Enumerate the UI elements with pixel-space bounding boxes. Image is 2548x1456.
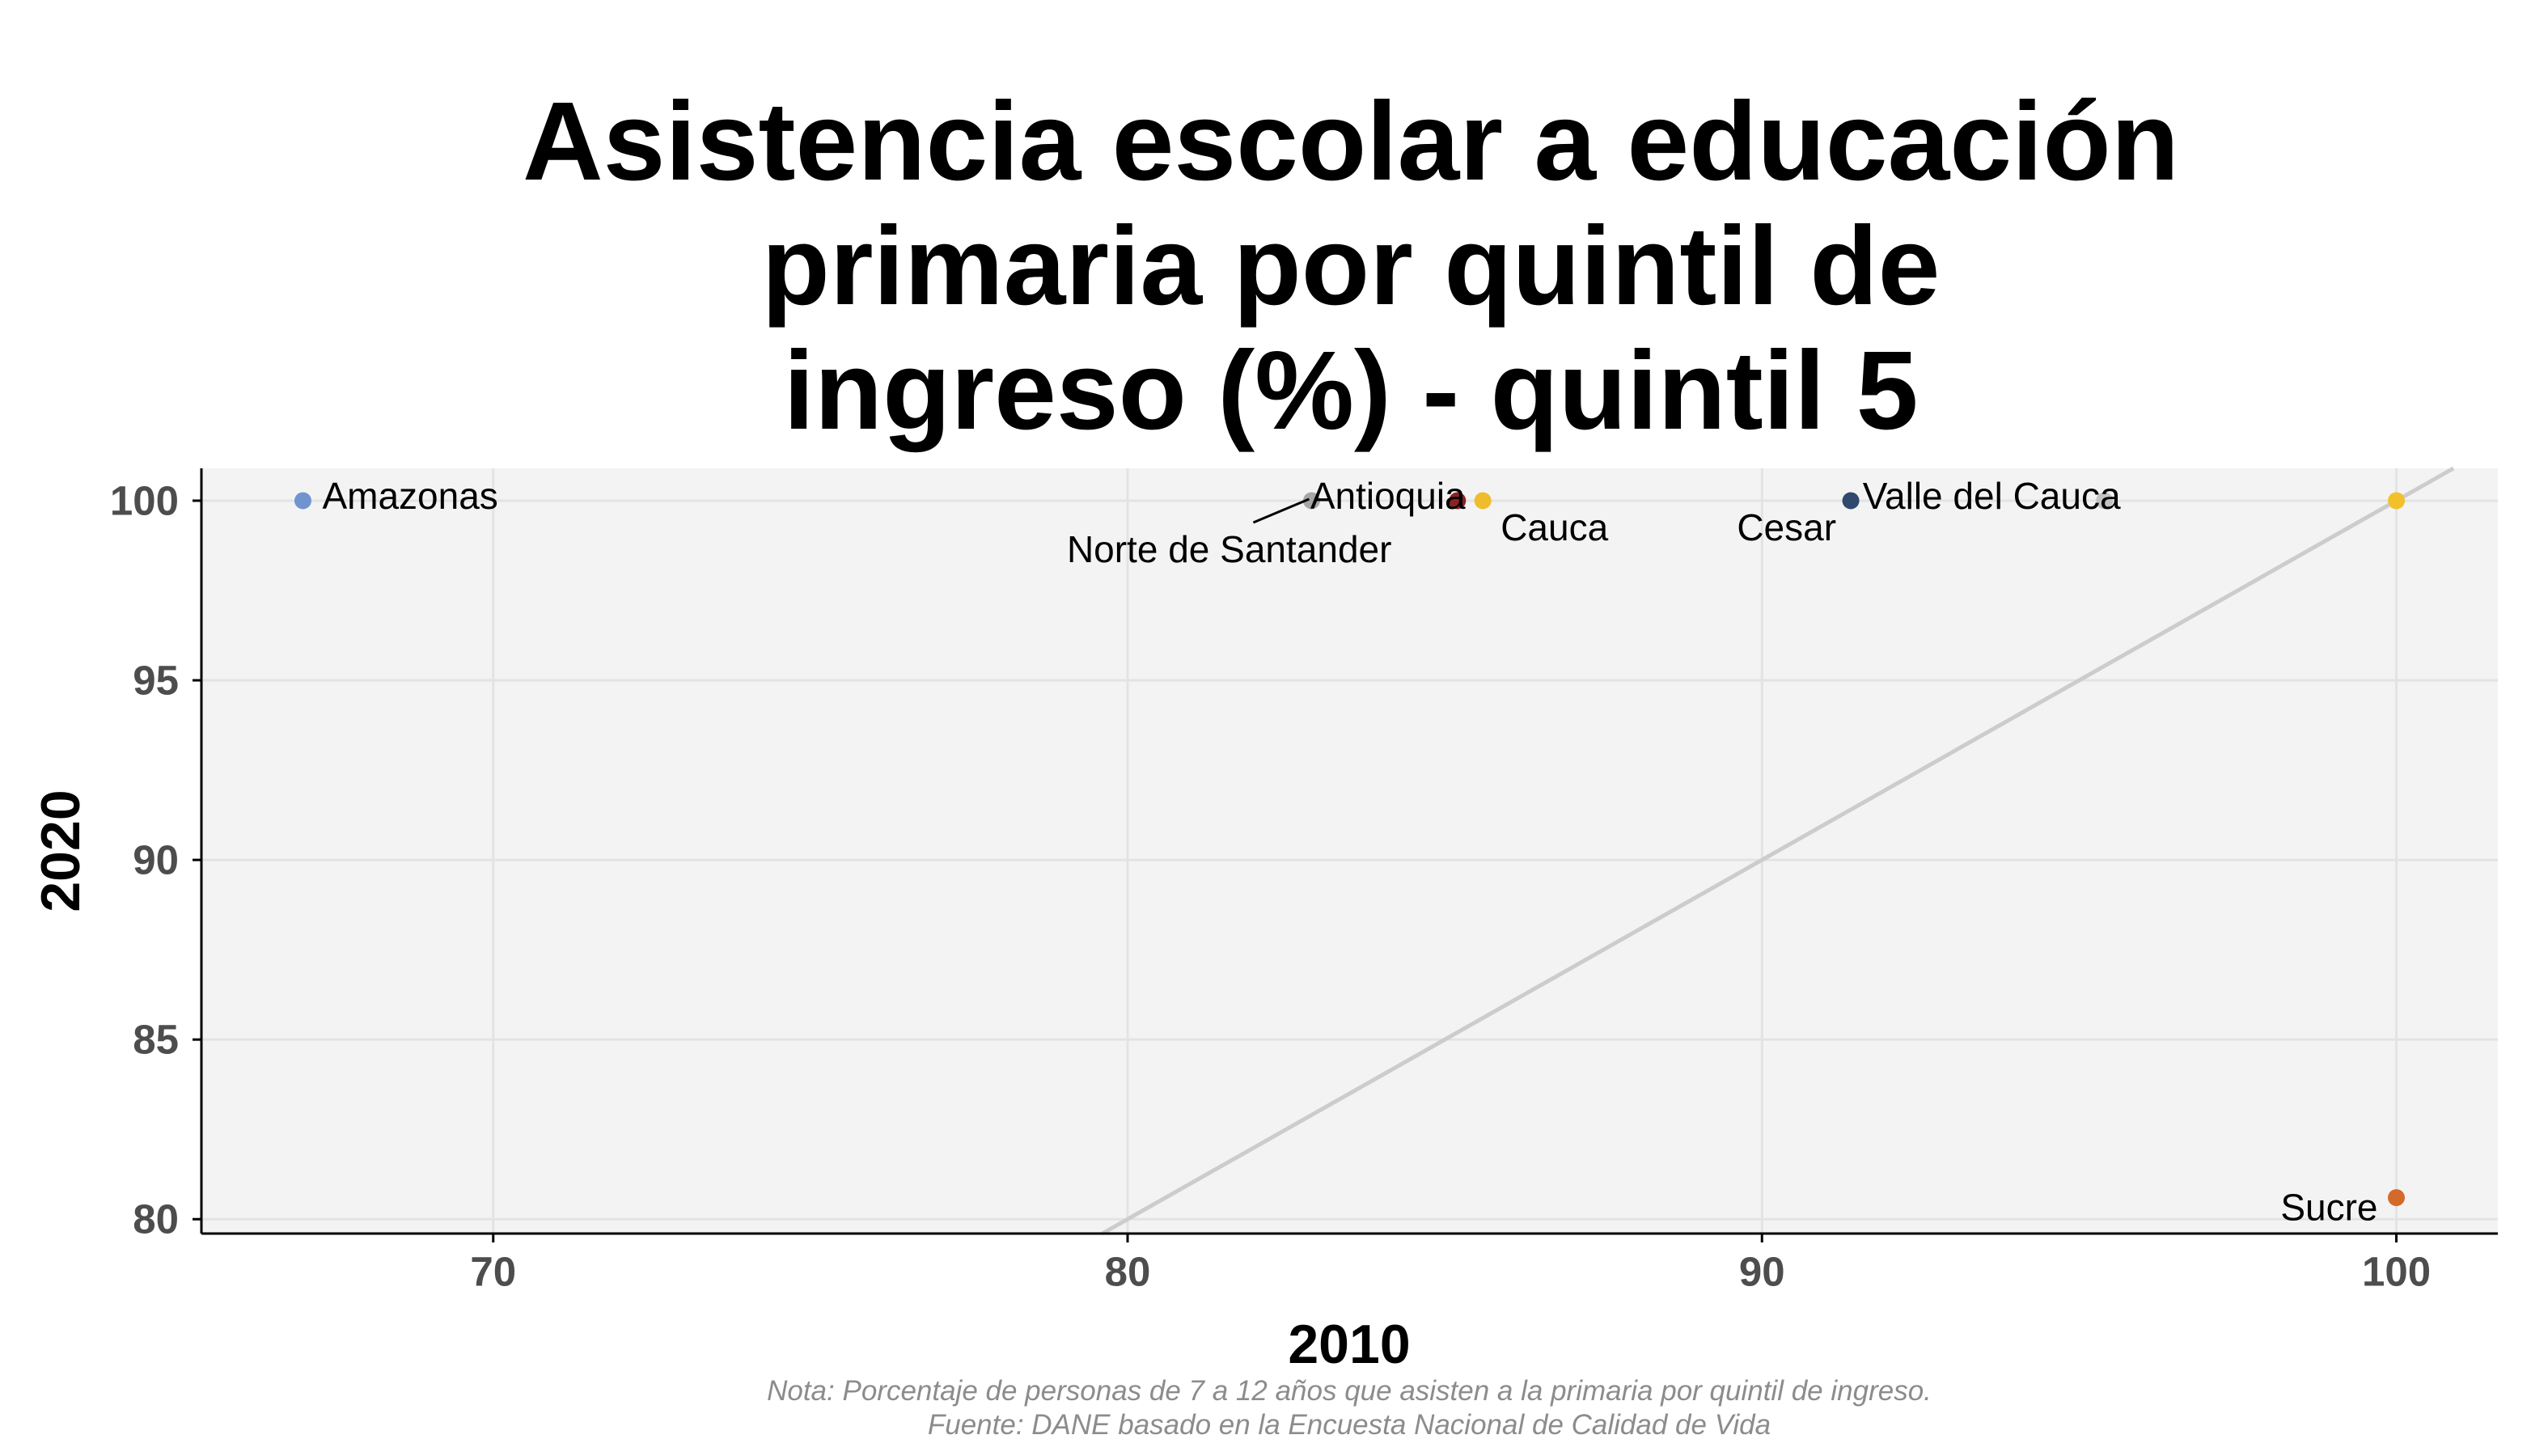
y-tick-label: 95	[133, 658, 179, 704]
data-point	[1474, 492, 1492, 510]
data-point	[1842, 492, 1860, 510]
caption-note: Nota: Porcentaje de personas de 7 a 12 a…	[767, 1375, 1932, 1407]
point-labels: Amazonas Norte de Santander Antioquia Cauca…	[322, 475, 2377, 1229]
point-label: Amazonas	[322, 475, 497, 517]
x-axis-title: 2010	[1288, 1314, 1410, 1375]
data-point	[2388, 1189, 2406, 1207]
plot-panel	[201, 468, 2498, 1234]
x-tick-label: 80	[1105, 1249, 1151, 1295]
point-label: Antioquia	[1310, 475, 1466, 517]
data-points	[294, 492, 2406, 1207]
caption: Nota: Porcentaje de personas de 7 a 12 a…	[767, 1375, 1932, 1441]
data-point	[2096, 492, 2114, 510]
data-point	[294, 492, 311, 510]
point-label: Valle del Cauca	[1863, 475, 2121, 517]
chart-title-line-2: primaria por quintil de	[762, 204, 1941, 328]
chart-title: Asistencia escolar a educación primaria …	[523, 79, 2179, 453]
reference-line-layer	[1101, 466, 2455, 1236]
chart-title-line-1: Asistencia escolar a educación	[523, 79, 2179, 204]
y-tick-label: 100	[110, 477, 179, 523]
x-tick-label: 70	[470, 1249, 516, 1295]
chart-title-line-3: ingreso (%) - quintil 5	[784, 328, 1919, 453]
gridlines	[201, 468, 2498, 1234]
y-tick-label: 90	[133, 837, 179, 883]
y-tick-label: 85	[133, 1017, 179, 1063]
x-tick-label: 90	[1739, 1249, 1785, 1295]
y-axis-title: 2020	[30, 789, 91, 912]
tick-labels: 70 80 90 100 100 95 90 85 80	[110, 477, 2431, 1294]
caption-source: Fuente: DANE basado en la Encuesta Nacio…	[928, 1409, 1771, 1441]
data-point	[1302, 492, 1320, 510]
point-label: Cauca	[1500, 506, 1608, 548]
point-label: Cesar	[1737, 506, 1836, 548]
x-tick-label: 100	[2362, 1249, 2431, 1295]
y-tick-label: 80	[133, 1196, 179, 1242]
label-leader-line	[1252, 497, 1310, 524]
data-point	[2388, 492, 2406, 510]
point-label: Norte de Santander	[1067, 528, 1392, 570]
data-point	[1449, 492, 1467, 510]
axes	[193, 468, 2498, 1242]
reference-line	[1101, 466, 2455, 1236]
point-label: Sucre	[2280, 1187, 2377, 1229]
